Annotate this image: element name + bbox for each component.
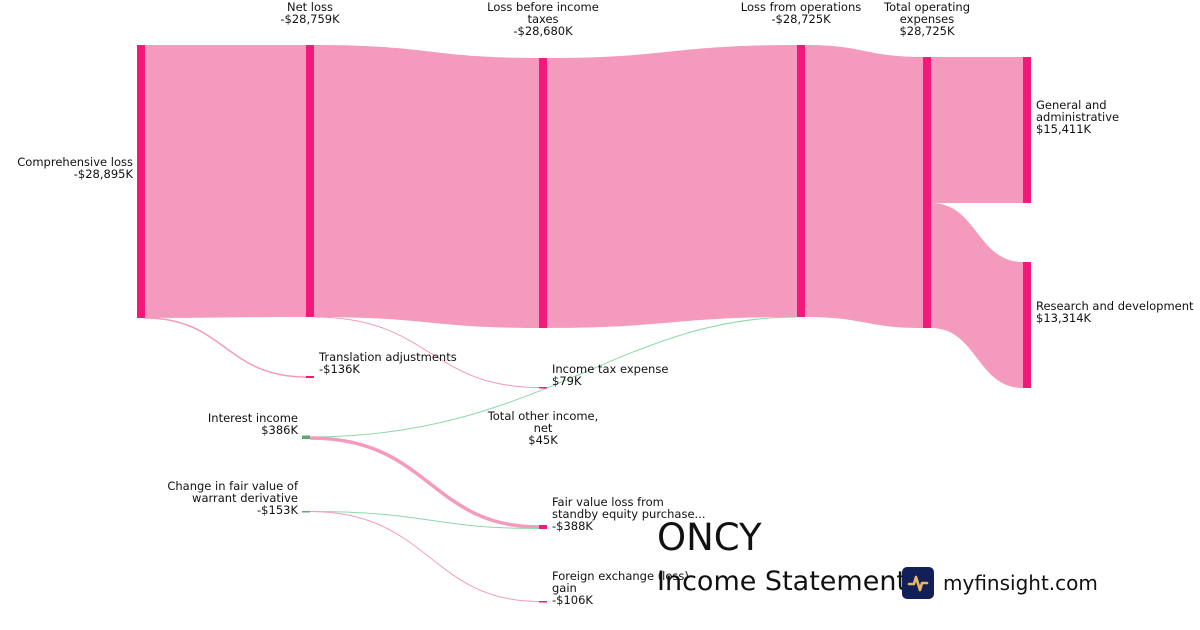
label-comprehensive-loss: Comprehensive loss -$28,895K [17,155,133,181]
label-ga: General and administrative $15,411K [1036,98,1120,136]
link-comprehensive-net [145,45,306,318]
link-interest-fvloss [309,436,540,529]
label-total-opex: Total operating expenses $28,725K [884,0,970,38]
label-total-other: Total other income, net $45K [487,409,599,447]
node-interest[interactable] [302,435,310,440]
link-opex-rd [931,203,1023,388]
node-total-opex[interactable] [923,57,931,328]
link-interest-totalother [309,316,798,438]
link-lossbeforetax-lossops [547,45,797,328]
node-fv-loss[interactable] [539,525,547,529]
ticker-title: ONCY [657,516,762,559]
link-net-incometax [313,316,540,388]
node-income-tax[interactable] [539,387,547,389]
label-interest: Interest income $386K [207,411,298,437]
brand[interactable]: myfinsight.com [902,567,1098,599]
label-rd: Research and development $13,314K [1036,299,1194,325]
label-warrant: Change in fair value of warrant derivati… [167,479,298,517]
node-loss-before-tax[interactable] [539,58,547,328]
label-loss-ops: Loss from operations -$28,725K [740,0,862,26]
link-comprehensive-translation [144,317,307,378]
link-warrant-fx [309,511,540,602]
link-warrant-fvloss [309,511,540,529]
node-rd[interactable] [1023,262,1031,388]
node-warrant[interactable] [302,511,310,513]
link-lossops-opex [805,45,923,328]
link-opex-ga [931,57,1023,203]
node-ga[interactable] [1023,57,1031,203]
node-loss-ops[interactable] [797,45,805,317]
link-net-lossbeforetax [314,45,539,328]
label-translation: Translation adjustments -$136K [319,350,457,376]
label-net-loss: Net loss -$28,759K [280,0,340,26]
node-net-loss[interactable] [306,45,314,317]
label-income-tax: Income tax expense $79K [552,362,669,388]
pulse-icon [902,567,934,599]
node-fx[interactable] [539,601,547,603]
node-translation[interactable] [306,376,314,378]
label-fx: Foreign exchange (loss) gain -$106K [552,569,689,607]
node-comprehensive-loss[interactable] [137,45,145,318]
label-loss-before-tax: Loss before income taxes -$28,680K [487,0,599,38]
subtitle: Income Statement [657,566,908,597]
label-fv-loss: Fair value loss from standby equity purc… [552,495,706,533]
brand-site: myfinsight.com [943,571,1098,595]
